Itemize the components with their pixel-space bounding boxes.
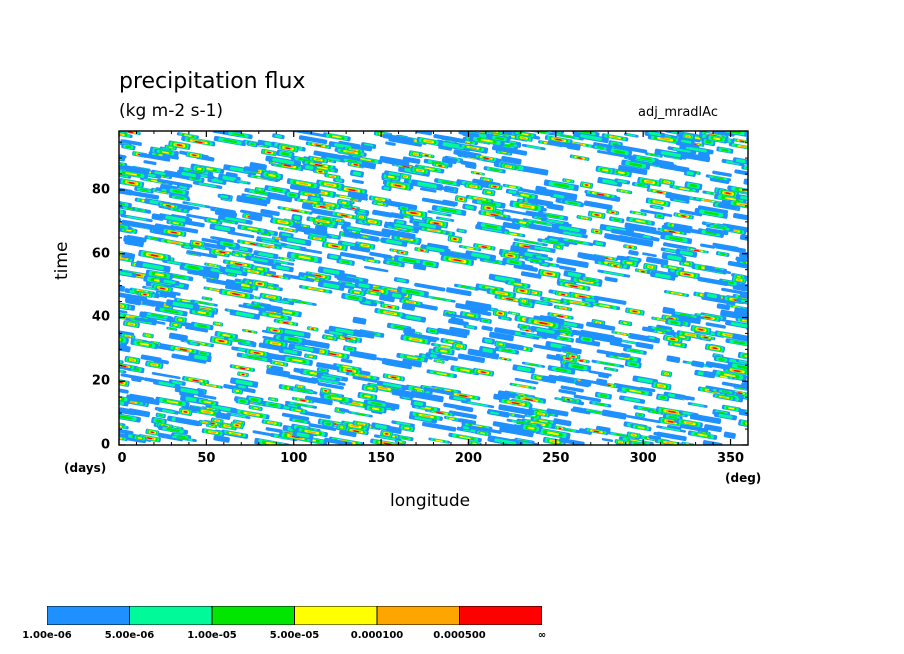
colorbar-label: 1.00e-05 — [187, 630, 237, 641]
x-axis-label: longitude — [390, 491, 471, 511]
x-axis-unit: (deg) — [725, 471, 762, 485]
chart-title: precipitation flux — [119, 69, 306, 94]
colorbar-label: 0.000500 — [433, 630, 486, 641]
precipitation-field — [119, 131, 748, 445]
x-tick-label: 100 — [280, 451, 308, 466]
colorbar-label: 0.000100 — [350, 630, 404, 641]
y-axis-unit: (days) — [64, 461, 107, 475]
colorbar-label: ∞ — [537, 630, 547, 641]
colorbar-label: 1.00e-06 — [22, 630, 72, 641]
y-tick-label: 80 — [91, 182, 110, 198]
x-tick-label: 300 — [629, 451, 657, 466]
colorbar-label: 5.00e-05 — [269, 630, 320, 641]
x-tick-label: 150 — [367, 451, 395, 466]
colorbar-swatch — [47, 606, 130, 625]
y-axis-label: time — [52, 241, 72, 280]
x-tick-label: 250 — [542, 451, 570, 466]
colorbar-swatch — [294, 606, 378, 625]
y-tick-label: 20 — [91, 373, 110, 389]
chart-subtitle: (kg m-2 s-1) — [119, 101, 224, 121]
colorbar-label: 5.00e-06 — [104, 630, 155, 641]
colorbar-swatch — [459, 606, 542, 625]
x-tick-label: 0 — [117, 451, 127, 466]
x-tick-label: 50 — [197, 451, 216, 466]
colorbar-swatch — [129, 606, 213, 625]
y-tick-label: 60 — [91, 246, 110, 262]
y-tick-label: 40 — [91, 309, 110, 325]
y-tick-label: 0 — [100, 437, 110, 453]
colorbar — [47, 606, 542, 625]
colorbar-swatch — [376, 606, 460, 625]
run-label: adj_mradlAc — [638, 105, 718, 120]
colorbar-swatch — [211, 606, 295, 625]
x-tick-label: 350 — [716, 451, 745, 466]
x-tick-label: 200 — [454, 451, 483, 466]
